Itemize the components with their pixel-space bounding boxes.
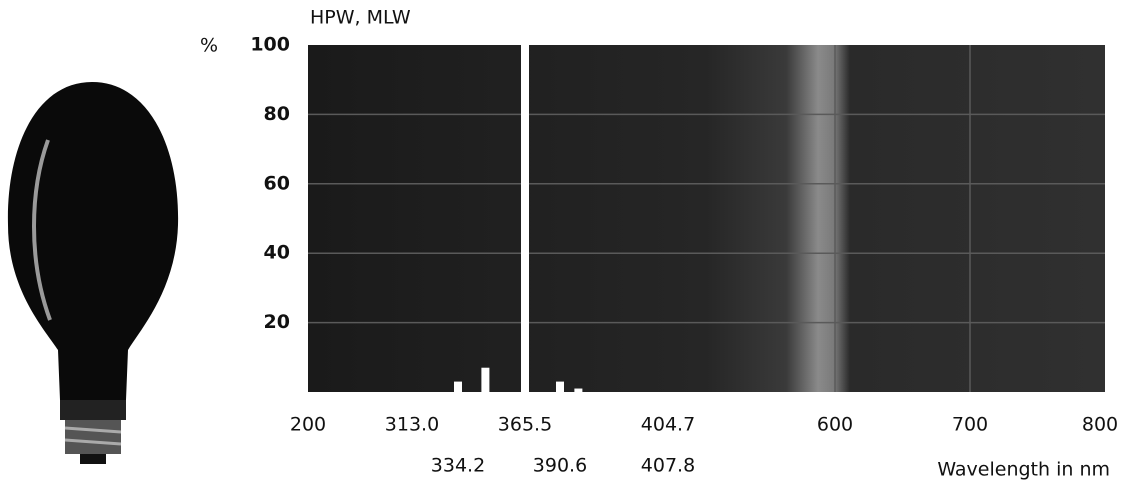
y-axis-label: % [200, 35, 218, 57]
y-tick-label: 20 [264, 311, 290, 333]
y-tick-label: 40 [264, 242, 290, 264]
bar [454, 381, 462, 392]
chart-title: HPW, MLW [310, 7, 411, 29]
lamp-illustration [7, 82, 179, 464]
bar [556, 381, 564, 392]
x-tick-label: 600 [817, 414, 853, 436]
x-tick-label: 404.7 [641, 414, 695, 436]
bar [574, 388, 583, 392]
x-tick-label: 200 [290, 414, 326, 436]
bar [521, 45, 529, 392]
x-axis-label: Wavelength in nm [937, 459, 1110, 481]
y-tick-label: 100 [250, 34, 290, 56]
y-tick-label: 80 [264, 103, 290, 125]
y-tick-label: 60 [264, 172, 290, 194]
x-tick-label: 334.2 [431, 455, 485, 477]
x-tick-label: 365.5 [498, 414, 552, 436]
x-tick-label: 700 [952, 414, 988, 436]
x-tick-label: 390.6 [533, 455, 587, 477]
x-tick-label: 313.0 [385, 414, 439, 436]
x-tick-label: 800 [1082, 414, 1118, 436]
plot-area [308, 45, 1105, 392]
x-tick-label: 407.8 [641, 455, 695, 477]
bar [481, 367, 490, 392]
